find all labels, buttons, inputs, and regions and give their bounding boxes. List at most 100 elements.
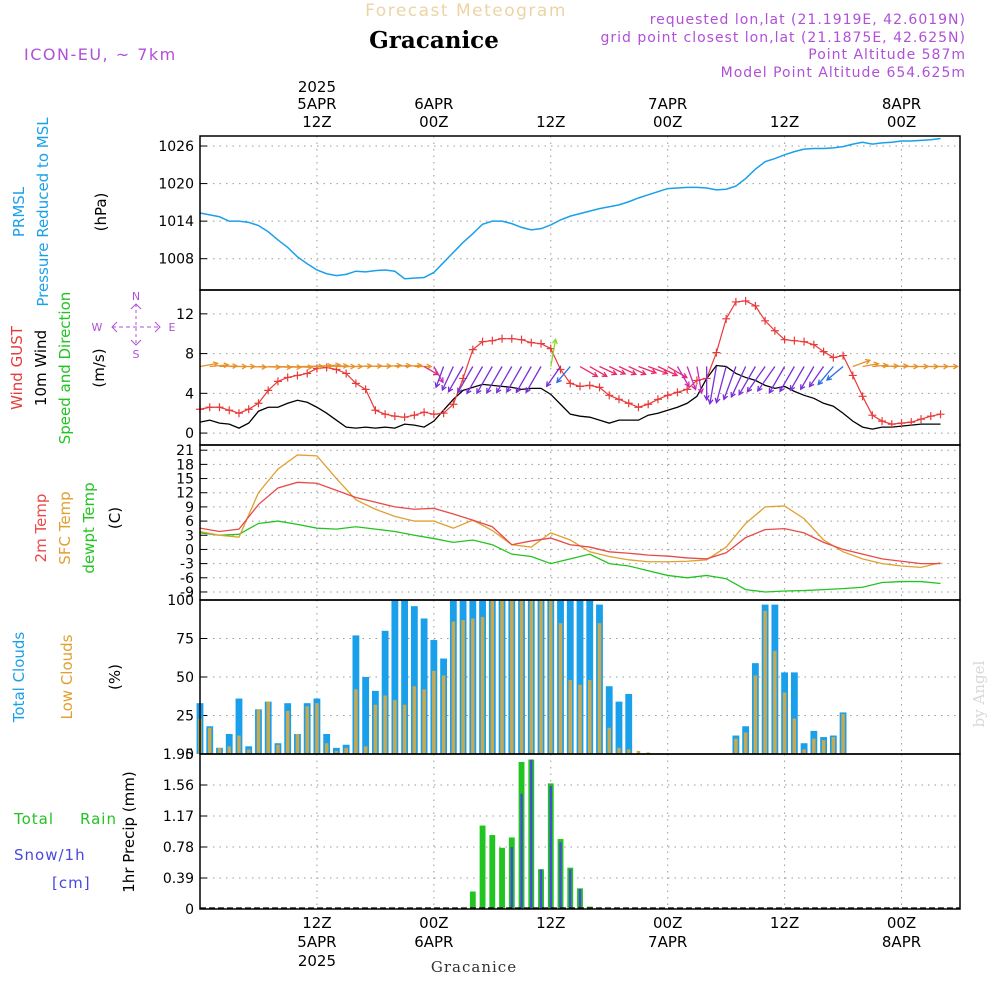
wind-arrow <box>433 366 444 383</box>
watermark: by Angel <box>970 660 988 727</box>
wind-arrow <box>496 366 513 393</box>
top-date-label: 7APR <box>648 95 687 113</box>
ytick-label: 0.39 <box>163 871 194 887</box>
wind-arrow-head <box>952 363 960 370</box>
wind-arrow-head <box>476 388 482 395</box>
wind-arrow-head <box>703 395 710 402</box>
low-cloud-bar <box>597 623 602 754</box>
bottom-hour-label: 00Z <box>653 914 682 932</box>
legend-dewpt-temp: dewpt Temp <box>80 482 98 573</box>
wind-arrow-head <box>662 369 669 375</box>
low-cloud-bar <box>753 675 758 754</box>
low-cloud-bar <box>782 692 787 754</box>
wind-arrow-head <box>426 363 433 370</box>
wind-arrow <box>525 366 542 393</box>
wind-arrow-head <box>640 369 647 376</box>
sfc-line <box>199 454 941 569</box>
wind-arrow-head <box>630 369 638 376</box>
low-cloud-bar <box>402 704 407 754</box>
low-cloud-bar <box>831 737 836 754</box>
gust-marker <box>770 326 779 335</box>
legend-prmsl-long: Pressure Reduced to MSL <box>34 117 52 307</box>
compass-rose: N S W E <box>92 290 176 361</box>
wind-arrow-head <box>405 362 412 369</box>
ytick-label: 1.17 <box>163 809 194 825</box>
gust-marker <box>225 406 234 415</box>
ytick-label: -3 <box>180 557 194 573</box>
wind-arrow <box>199 362 218 368</box>
gust-marker <box>498 334 507 343</box>
legend-total: Total <box>13 810 54 828</box>
wind-arrow <box>757 366 776 392</box>
wind-arrow-head <box>620 369 627 375</box>
rain-bar <box>499 847 505 909</box>
gust-marker <box>722 314 731 323</box>
low-cloud-bar <box>334 750 339 754</box>
grid-point-coords: grid point closest lon,lat (21.1875E, 42… <box>600 30 966 46</box>
wind-arrow <box>209 364 229 368</box>
low-cloud-bar <box>510 600 514 754</box>
wind-speed-line <box>199 364 941 430</box>
low-cloud-bar <box>841 713 845 754</box>
low-cloud-bar <box>276 744 280 754</box>
low-cloud-bar <box>461 620 465 754</box>
ylabel-hpa: (hPa) <box>92 193 110 232</box>
gust-marker <box>234 409 243 418</box>
wind-arrow-head <box>825 375 833 381</box>
gust-marker <box>624 399 633 408</box>
low-cloud-bar <box>549 600 553 754</box>
wind-arrow-head <box>466 388 472 395</box>
ytick-label: 1020 <box>158 177 194 193</box>
wind-arrow <box>800 366 815 390</box>
ytick-label: 1014 <box>158 214 194 230</box>
wind-arrow <box>809 366 825 387</box>
wind-arrow <box>768 366 786 394</box>
wind-arrow-head <box>707 398 714 406</box>
low-cloud-bar <box>529 600 534 754</box>
point-altitude: Point Altitude 587m <box>808 47 966 63</box>
gust-marker <box>205 403 214 412</box>
wind-arrow-head <box>506 386 512 394</box>
gust-marker <box>293 371 302 380</box>
gust-marker <box>809 340 818 349</box>
gust-marker <box>410 411 419 420</box>
rain-bar <box>489 835 496 909</box>
ytick-label: 9 <box>185 500 194 516</box>
top-date-label: 6APR <box>414 95 453 113</box>
ytick-label: 25 <box>176 709 194 725</box>
low-cloud-bar <box>821 740 826 754</box>
ytick-label: -6 <box>180 571 194 587</box>
ylabel-c: (C) <box>106 507 124 529</box>
low-cloud-bar <box>812 738 816 754</box>
wind-arrow <box>647 365 668 375</box>
snow-bar <box>559 842 562 909</box>
ylabel-pct: (%) <box>106 664 124 690</box>
total-cloud-bar <box>235 698 243 754</box>
ytick-label: 75 <box>176 632 194 648</box>
ytick-label: 0 <box>185 902 194 918</box>
wind-arrow <box>435 366 445 388</box>
wind-arrow <box>738 366 756 396</box>
model-altitude: Model Point Altitude 654.625m <box>721 65 966 81</box>
ytick-label: 0 <box>185 426 194 442</box>
snow-bar <box>578 889 582 909</box>
wind-panel: 0 4 8 12 <box>176 290 960 445</box>
gust-marker <box>848 371 857 380</box>
legend-snow: Snow/1h <box>14 846 86 864</box>
gust-marker <box>351 379 360 388</box>
wind-arrow-head <box>730 391 736 399</box>
ytick-label: 12 <box>176 307 194 323</box>
top-hour-label: 12Z <box>302 113 331 131</box>
top-hour-label: 00Z <box>887 113 916 131</box>
wind-arrow <box>466 366 484 394</box>
gust-marker <box>254 399 263 408</box>
low-cloud-bar <box>256 709 261 754</box>
wind-arrow-head <box>551 337 558 345</box>
legend-2m-temp: 2m Temp <box>32 494 50 563</box>
rain-bar <box>469 891 476 909</box>
top-hour-label: 00Z <box>653 113 682 131</box>
total-cloud-bar <box>800 743 808 754</box>
wind-arrow <box>618 365 637 375</box>
